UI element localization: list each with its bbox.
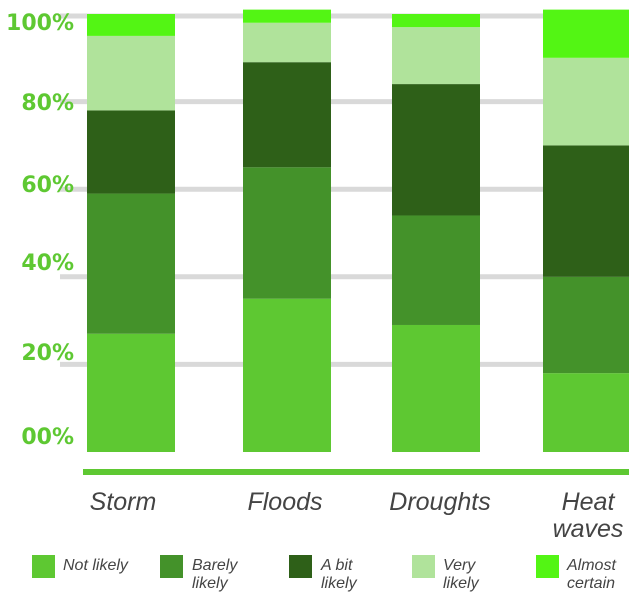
legend-swatch — [412, 555, 435, 578]
x-axis-ticks: Storm Floods Droughts Heat waves — [90, 488, 624, 543]
bar-segment — [543, 373, 629, 452]
legend-swatch — [536, 555, 559, 578]
legend-swatch — [160, 555, 183, 578]
y-tick-label: 20% — [21, 341, 74, 366]
legend-swatch — [32, 555, 55, 578]
x-tick-label: Heat waves — [553, 488, 624, 543]
x-tick-label: Storm — [90, 488, 157, 516]
y-tick-label: 80% — [21, 91, 74, 116]
bars — [87, 9, 629, 452]
legend-label: Very likely — [443, 557, 480, 592]
y-tick-label: 60% — [21, 173, 74, 198]
bar-segment — [392, 324, 480, 452]
bar-segment — [543, 9, 629, 58]
bar-segment — [392, 84, 480, 216]
x-tick-label: Droughts — [389, 488, 490, 516]
bar-segment — [243, 9, 331, 23]
bar-segment — [243, 22, 331, 63]
legend-label: A bit likely — [320, 557, 358, 592]
bar-segment — [392, 14, 480, 28]
legend-swatch — [289, 555, 312, 578]
legend-label: Almost certain — [566, 557, 616, 592]
legend-label: Barely likely — [192, 557, 238, 592]
bar-segment — [392, 27, 480, 85]
y-tick-label: 40% — [21, 251, 74, 276]
bar-segment — [87, 14, 175, 36]
bar-segment — [543, 145, 629, 277]
bar-segment — [87, 333, 175, 452]
y-tick-label: 100% — [6, 11, 74, 36]
bar-segment — [543, 276, 629, 374]
bar-segment — [543, 57, 629, 146]
bar-segment — [243, 167, 331, 299]
legend-label: Not likely — [63, 557, 129, 574]
bar-segment — [392, 215, 480, 325]
y-axis-ticks: 00% 20% 40% 60% 80% 100% — [6, 11, 74, 450]
y-tick-label: 00% — [21, 425, 74, 450]
bar-segment — [87, 193, 175, 334]
bar-segment — [243, 298, 331, 452]
x-tick-label: Floods — [247, 488, 322, 516]
bar-segment — [243, 62, 331, 168]
legend: Not likely Barely likely A bit likely Very lik… — [32, 555, 616, 592]
bar-segment — [87, 35, 175, 111]
bar-segment — [87, 110, 175, 194]
